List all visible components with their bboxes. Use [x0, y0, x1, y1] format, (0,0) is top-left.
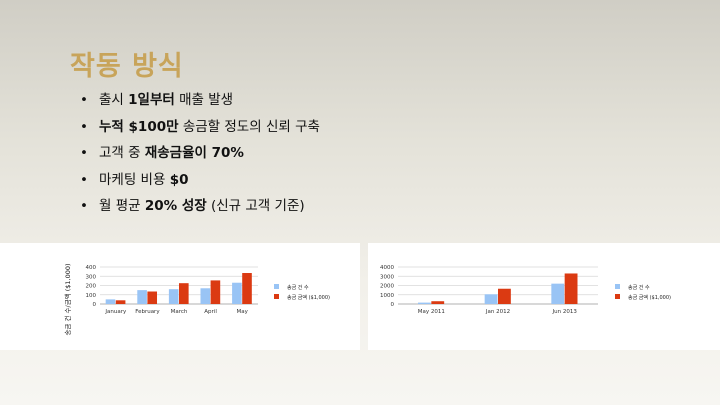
- bullet-text: (신규 고객 기준): [206, 198, 305, 214]
- bullet-emphasis: 재송금율이 70%: [144, 145, 244, 161]
- y-tick-label: 4000: [380, 265, 394, 271]
- bullet-dot: •: [80, 118, 88, 135]
- bar: [431, 301, 445, 304]
- y-tick-label: 3000: [380, 274, 394, 280]
- x-tick-label: Jun 2013: [551, 309, 577, 315]
- chart-monthly-panel: 송금 건 수/금액 ($1,000) 0 100 200 300 400 January Fe…: [0, 243, 360, 350]
- bar: [200, 288, 211, 304]
- bullet-text: 출시: [99, 92, 129, 108]
- bullet-item: • 누적 $100만 송금할 정도의 신뢰 구축: [80, 117, 320, 144]
- bar: [137, 290, 147, 304]
- legend-label: 송금 건 수: [628, 284, 650, 291]
- x-tick-label: May 2011: [418, 309, 445, 315]
- chart-monthly: 송금 건 수/금액 ($1,000) 0 100 200 300 400 January Fe…: [63, 263, 330, 335]
- bar: [210, 280, 221, 304]
- x-tick-label: May: [237, 309, 249, 315]
- bullet-text: 마케팅 비용: [99, 171, 170, 188]
- slide-title: 작동 방식: [70, 51, 184, 82]
- bullet-emphasis: 누적 $100만: [99, 118, 179, 135]
- y-tick-label: 100: [86, 293, 97, 299]
- y-tick-label: 0: [93, 302, 97, 308]
- bullet-emphasis: $0: [169, 171, 189, 188]
- legend-swatch: [615, 294, 620, 299]
- bullet-text: 고객 중: [99, 145, 145, 161]
- bar: [105, 299, 116, 304]
- bar: [168, 289, 179, 304]
- bullet-item: • 출시 1일부터 매출 발생: [80, 90, 320, 117]
- x-tick-label: January: [104, 309, 127, 315]
- bullet-text: 월 평균: [99, 198, 145, 214]
- y-tick-label: 1000: [380, 293, 394, 299]
- y-tick-label: 2000: [380, 284, 394, 290]
- y-tick-label: 400: [86, 265, 97, 271]
- bullet-item: • 월 평균 20% 성장 (신규 고객 기준): [80, 196, 320, 223]
- legend-label: 송금 건 수: [287, 284, 309, 291]
- bullet-list: • 출시 1일부터 매출 발생 • 누적 $100만 송금할 정도의 신뢰 구축 • 고객…: [80, 90, 320, 223]
- bar: [232, 282, 242, 304]
- bullet-dot: •: [80, 171, 88, 188]
- bar: [551, 283, 565, 304]
- legend-swatch: [274, 284, 279, 289]
- bar: [179, 283, 189, 304]
- y-axis-label: 송금 건 수/금액 ($1,000): [63, 263, 72, 335]
- bullet-dot: •: [80, 92, 88, 108]
- bar: [418, 302, 431, 304]
- bar: [242, 273, 252, 304]
- x-tick-label: March: [171, 309, 188, 315]
- legend-label: 송금 금액 ($1,000): [628, 294, 671, 301]
- bullet-text: 송금할 정도의 신뢰 구축: [178, 118, 320, 135]
- bullet-emphasis: 1일부터: [128, 92, 175, 108]
- bullet-dot: •: [80, 198, 88, 214]
- y-tick-label: 200: [86, 284, 97, 290]
- bullet-emphasis: 20% 성장: [144, 198, 207, 214]
- bullet-item: • 고객 중 재송금율이 70%: [80, 143, 320, 170]
- bar: [484, 294, 498, 304]
- bullet-dot: •: [80, 145, 88, 161]
- bar: [115, 300, 126, 304]
- y-tick-label: 0: [391, 302, 395, 308]
- bar: [564, 273, 578, 304]
- legend-label: 송금 금액 ($1,000): [287, 294, 330, 301]
- legend-swatch: [274, 294, 279, 299]
- legend-swatch: [615, 284, 620, 289]
- bullet-item: • 마케팅 비용 $0: [80, 170, 320, 197]
- x-tick-label: February: [135, 309, 160, 315]
- bar: [147, 291, 158, 304]
- bullet-text: 매출 발생: [174, 92, 234, 108]
- x-tick-label: Jan 2012: [485, 309, 510, 315]
- y-tick-label: 300: [86, 274, 97, 280]
- bar: [498, 288, 511, 304]
- x-tick-label: April: [204, 309, 217, 315]
